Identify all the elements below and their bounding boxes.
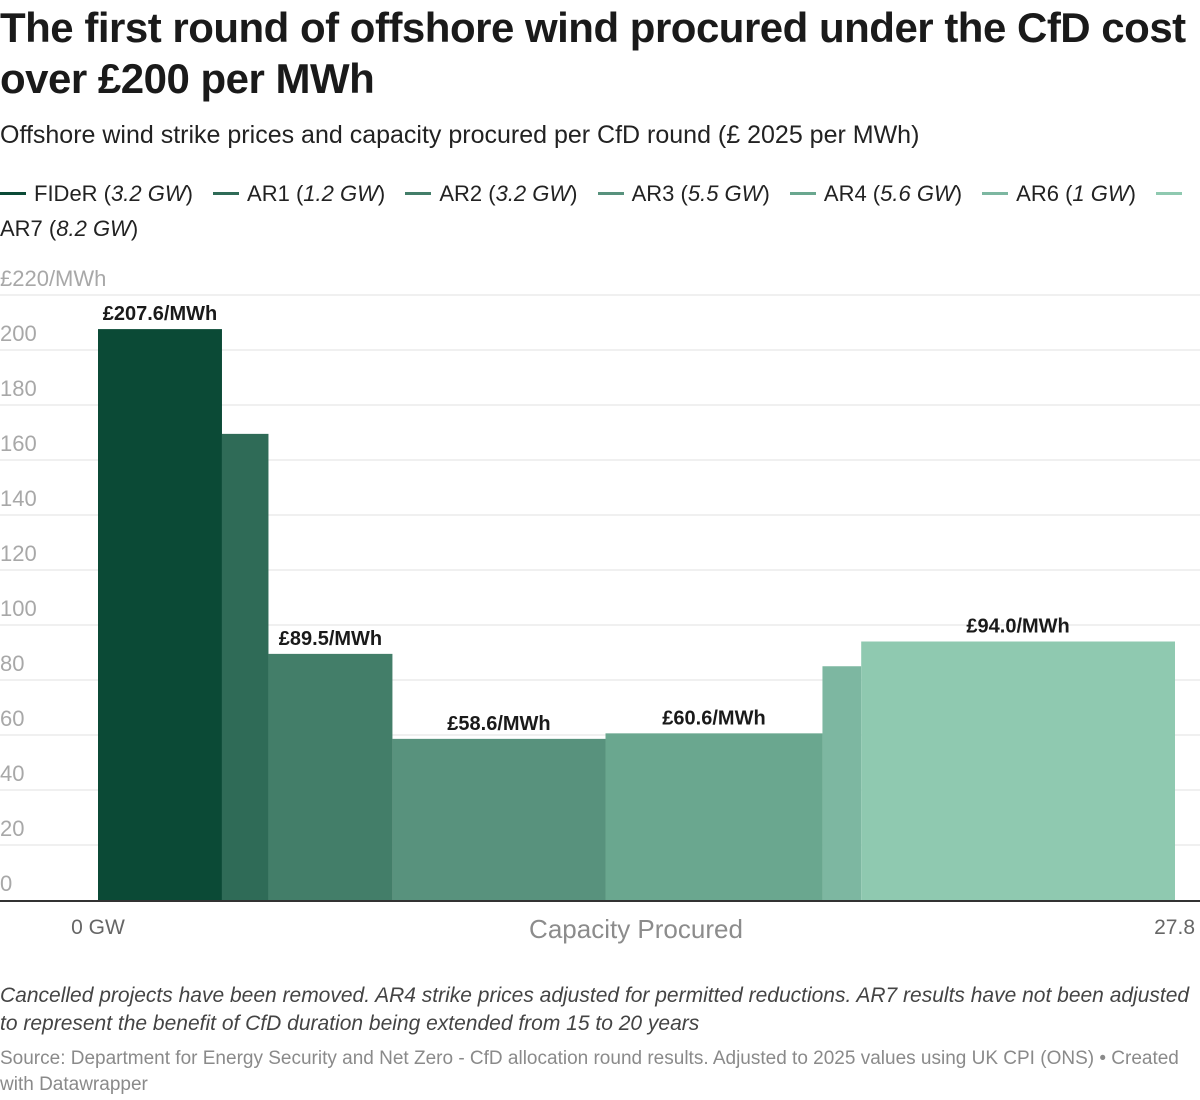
legend-label-ar6: AR6 bbox=[1016, 181, 1059, 206]
legend-capacity-fider: 3.2 GW bbox=[111, 181, 186, 206]
bar-value-labels: £207.6/MWh £89.5/MWh £58.6/MWh £60.6/MWh £94… bbox=[103, 303, 1070, 735]
y-tick-label: 160 bbox=[0, 431, 37, 456]
y-tick-label: 120 bbox=[0, 541, 37, 566]
bar-value-label-fider: £207.6/MWh bbox=[103, 303, 217, 325]
x-tick-label-start: 0 GW bbox=[71, 916, 125, 939]
bar-value-label-ar2: £89.5/MWh bbox=[279, 628, 382, 650]
bar-ar4 bbox=[605, 733, 823, 900]
y-tick-label: 40 bbox=[0, 761, 24, 786]
bar-ar1 bbox=[221, 433, 269, 900]
y-tick-label: 20 bbox=[0, 816, 24, 841]
legend-item-ar2: AR2 (3.2 GW) bbox=[405, 181, 577, 206]
y-tick-label: 60 bbox=[0, 706, 24, 731]
bar-value-label-ar4: £60.6/MWh bbox=[662, 707, 765, 729]
x-axis-title: Capacity Procured bbox=[529, 914, 743, 944]
footnote: Cancelled projects have been removed. AR… bbox=[0, 984, 1190, 1035]
y-tick-label: 80 bbox=[0, 651, 24, 676]
chart-title: The first round of offshore wind procure… bbox=[0, 4, 1186, 102]
legend-item-ar6: AR6 (1 GW) bbox=[982, 181, 1136, 206]
legend-item-ar3: AR3 (5.5 GW) bbox=[597, 181, 770, 206]
bar-fider bbox=[98, 329, 222, 901]
y-tick-label: 0 bbox=[0, 871, 12, 896]
legend-item-ar1: AR1 (1.2 GW) bbox=[213, 181, 385, 206]
legend-label-ar4: AR4 bbox=[823, 181, 867, 206]
source-note: Source: Department for Energy Security a… bbox=[0, 1048, 1179, 1095]
chart-subtitle: Offshore wind strike prices and capacity… bbox=[0, 121, 920, 149]
legend-capacity-ar3: 5.5 GW bbox=[687, 181, 763, 206]
y-tick-label: 180 bbox=[0, 376, 37, 401]
legend-item-ar7: AR7 (8.2 GW) bbox=[0, 181, 1190, 241]
legend: FIDeR (3.2 GW) AR1 (1.2 GW) AR2 (3.2 GW)… bbox=[0, 176, 1200, 246]
axes: 0 20 40 60 80 100 120 140 160 180 200 £220/MWh 0 GW 2… bbox=[0, 266, 1200, 944]
bar-value-label-ar7: £94.0/MWh bbox=[966, 616, 1069, 638]
x-tick-label-end: 27.8 bbox=[1154, 916, 1195, 939]
chart-area: £207.6/MWh £89.5/MWh £58.6/MWh £60.6/MWh £94… bbox=[0, 266, 1200, 944]
legend-swatch-fider bbox=[0, 191, 26, 195]
bar-ar2 bbox=[268, 653, 393, 900]
bar-value-label-ar3: £58.6/MWh bbox=[447, 713, 550, 735]
legend-swatch-ar4 bbox=[789, 191, 816, 195]
y-tick-label: 100 bbox=[0, 596, 37, 621]
bar-ar7 bbox=[861, 641, 1175, 900]
y-tick-label: 140 bbox=[0, 486, 37, 511]
bar-ar6 bbox=[822, 666, 862, 900]
legend-swatch-ar6 bbox=[982, 191, 1009, 195]
bars bbox=[98, 329, 1175, 901]
bar-ar3 bbox=[392, 738, 606, 900]
legend-swatch-ar7 bbox=[1156, 191, 1183, 195]
legend-swatch-ar3 bbox=[597, 191, 624, 195]
legend-capacity-ar1: 1.2 GW bbox=[303, 181, 378, 206]
y-tick-label: £220/MWh bbox=[0, 266, 106, 291]
legend-label-ar2: AR2 bbox=[439, 181, 483, 206]
legend-label-ar7: AR7 bbox=[0, 216, 43, 241]
legend-capacity-ar7: 8.2 GW bbox=[56, 216, 131, 241]
legend-capacity-ar6: 1 GW bbox=[1072, 181, 1129, 206]
legend-item-fider: FIDeR (3.2 GW) bbox=[0, 181, 193, 206]
legend-capacity-ar4: 5.6 GW bbox=[880, 181, 955, 206]
y-tick-label: 200 bbox=[0, 321, 37, 346]
legend-capacity-ar2: 3.2 GW bbox=[495, 181, 571, 206]
legend-label-ar3: AR3 bbox=[631, 181, 675, 206]
legend-label-fider: FIDeR bbox=[34, 181, 98, 206]
legend-label-ar1: AR1 bbox=[247, 181, 290, 206]
legend-item-ar4: AR4 (5.6 GW) bbox=[789, 181, 962, 206]
legend-swatch-ar1 bbox=[213, 191, 240, 195]
legend-swatch-ar2 bbox=[405, 191, 432, 195]
